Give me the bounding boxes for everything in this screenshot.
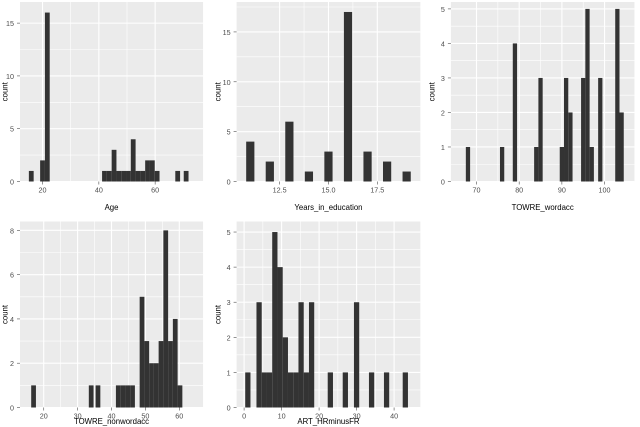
svg-text:3: 3 (441, 74, 445, 83)
svg-text:5: 5 (441, 5, 445, 14)
svg-text:2: 2 (10, 359, 14, 368)
svg-text:TOWRE_wordacc: TOWRE_wordacc (511, 203, 573, 212)
svg-text:40: 40 (390, 411, 398, 420)
svg-text:5: 5 (227, 228, 231, 237)
svg-text:20: 20 (39, 185, 47, 194)
svg-text:count: count (427, 81, 436, 101)
svg-text:count: count (0, 304, 9, 324)
svg-text:count: count (0, 81, 9, 101)
svg-text:Years_in_education: Years_in_education (295, 203, 363, 212)
svg-text:0: 0 (441, 177, 445, 186)
svg-text:15: 15 (6, 19, 14, 28)
svg-text:TOWRE_nonwordacc: TOWRE_nonwordacc (74, 416, 149, 425)
svg-text:80: 80 (515, 185, 523, 194)
svg-text:2: 2 (227, 333, 231, 342)
svg-text:0: 0 (227, 177, 231, 186)
svg-text:1: 1 (441, 143, 445, 152)
svg-text:90: 90 (558, 185, 566, 194)
svg-text:40: 40 (95, 185, 103, 194)
svg-text:count: count (214, 81, 223, 101)
svg-text:5: 5 (10, 125, 14, 134)
svg-text:15: 15 (223, 28, 231, 37)
svg-text:6: 6 (10, 270, 14, 279)
svg-text:12.5: 12.5 (273, 185, 287, 194)
svg-text:8: 8 (10, 226, 14, 235)
svg-text:Age: Age (105, 203, 119, 212)
svg-text:ART_HRminusFR: ART_HRminusFR (298, 416, 360, 425)
svg-text:1: 1 (227, 368, 231, 377)
svg-text:0: 0 (242, 411, 246, 420)
svg-text:4: 4 (441, 39, 445, 48)
svg-text:0: 0 (227, 403, 231, 412)
svg-text:100: 100 (598, 185, 610, 194)
svg-text:0: 0 (10, 403, 14, 412)
svg-text:4: 4 (227, 263, 231, 272)
svg-text:10: 10 (6, 72, 14, 81)
svg-text:20: 20 (40, 411, 48, 420)
svg-text:0: 0 (10, 177, 14, 186)
svg-text:60: 60 (175, 411, 183, 420)
svg-text:60: 60 (151, 185, 159, 194)
svg-text:2: 2 (441, 108, 445, 117)
svg-text:10: 10 (223, 78, 231, 87)
svg-text:5: 5 (227, 128, 231, 137)
svg-text:count: count (214, 304, 223, 324)
svg-text:4: 4 (10, 314, 14, 323)
svg-text:10: 10 (278, 411, 286, 420)
svg-text:15.0: 15.0 (322, 185, 336, 194)
svg-text:70: 70 (472, 185, 480, 194)
svg-text:3: 3 (227, 298, 231, 307)
svg-text:17.5: 17.5 (371, 185, 385, 194)
